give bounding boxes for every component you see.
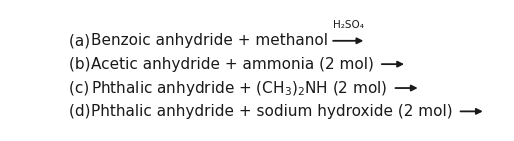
Text: Phthalic anhydride + sodium hydroxide (2 mol): Phthalic anhydride + sodium hydroxide (2… bbox=[91, 104, 453, 119]
Text: (b): (b) bbox=[69, 57, 100, 72]
Text: H₂SO₄: H₂SO₄ bbox=[333, 20, 364, 30]
Text: Phthalic anhydride + (CH$_3$)$_2$NH (2 mol): Phthalic anhydride + (CH$_3$)$_2$NH (2 m… bbox=[91, 79, 388, 98]
Text: Benzoic anhydride + methanol: Benzoic anhydride + methanol bbox=[91, 33, 328, 48]
Text: Acetic anhydride + ammonia (2 mol): Acetic anhydride + ammonia (2 mol) bbox=[91, 57, 374, 72]
Text: (d): (d) bbox=[69, 104, 100, 119]
Text: (c): (c) bbox=[69, 81, 99, 96]
Text: (a): (a) bbox=[69, 33, 100, 48]
